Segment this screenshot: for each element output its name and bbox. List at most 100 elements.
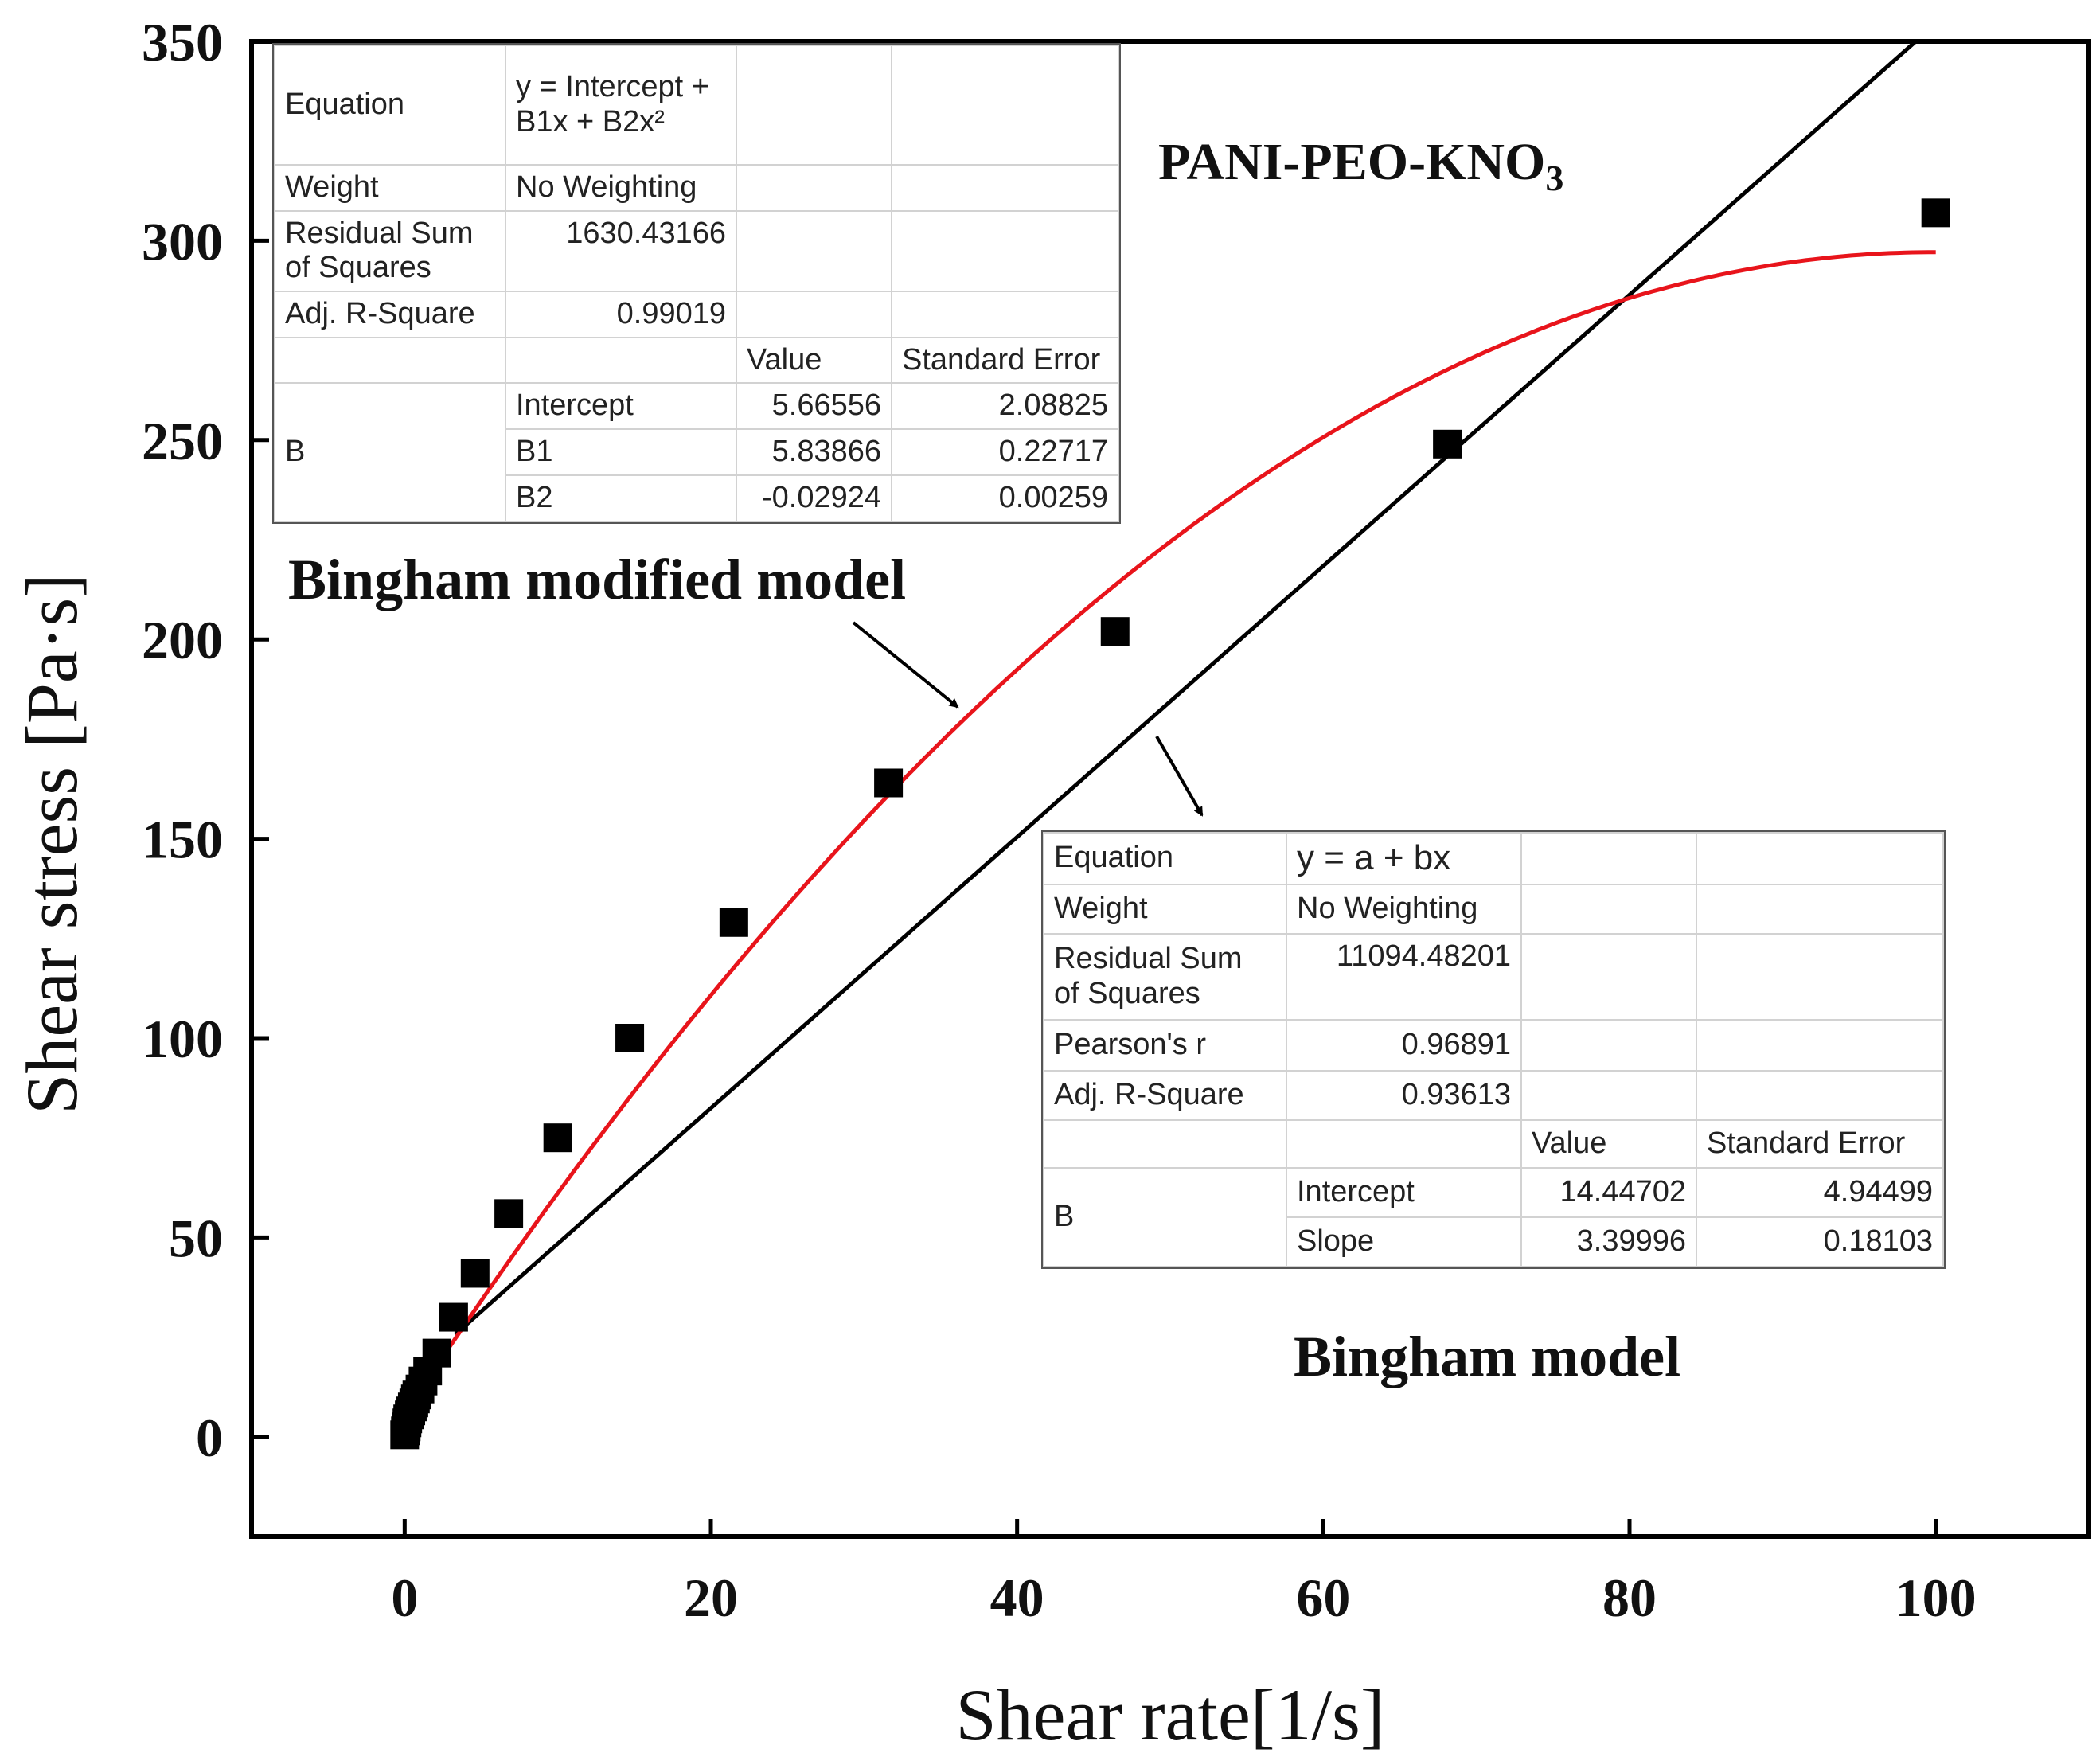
points-layer: [390, 198, 1950, 1450]
empty-cell: [736, 45, 892, 166]
rss-label-line1: Residual Sum: [1054, 941, 1243, 975]
bingham-model-label: Bingham model: [1294, 1325, 1680, 1388]
empty-cell: [891, 164, 1119, 212]
empty-cell: [736, 209, 892, 293]
table-row: B Intercept 5.66556 2.08825: [274, 382, 1119, 522]
adj-r-square-label-cell: Adj. R-Square: [274, 291, 506, 338]
weight-label-cell: Weight: [1043, 883, 1287, 935]
param-name-cell: Intercept: [1286, 1166, 1522, 1218]
adj-r-square-value-cell: 0.99019: [505, 291, 737, 338]
param-value-cell: 3.39996: [1520, 1216, 1697, 1267]
y-tick-label: 300: [142, 211, 223, 271]
param-name-cell: B2: [505, 474, 737, 522]
empty-cell: [736, 164, 892, 212]
rss-value-cell: 11094.48201: [1286, 932, 1522, 1021]
value-header-cell: Value: [1520, 1119, 1697, 1169]
x-tick-label: 100: [1895, 1568, 1977, 1628]
x-tick-label: 80: [1602, 1568, 1657, 1628]
y-tick-label: 0: [196, 1408, 223, 1468]
y-tick-label: 350: [142, 12, 223, 72]
param-group-cell: B: [1043, 1166, 1287, 1267]
adj-r-square-label-cell: Adj. R-Square: [1043, 1069, 1287, 1121]
x-axis-title: Shear rate[1/s]: [956, 1674, 1385, 1753]
y-tick-label: 150: [142, 810, 223, 870]
equation-label-cell: Equation: [1043, 832, 1287, 885]
param-se-cell: 4.94499: [1696, 1166, 1944, 1218]
compound-label-subscript: 3: [1545, 158, 1563, 198]
empty-cell: [1696, 1018, 1944, 1072]
table-row: Weight No Weighting: [1043, 883, 1944, 935]
x-tick-label: 0: [391, 1568, 418, 1628]
table-row: B2 -0.02924 0.00259: [275, 474, 1119, 522]
param-name-cell: Intercept: [505, 382, 737, 431]
rss-label-line2: of Squares: [285, 251, 431, 285]
data-point: [874, 768, 904, 798]
value-header-cell: Value: [736, 336, 892, 385]
data-point: [439, 1302, 468, 1332]
compound-label-main: PANI-PEO-KNO: [1158, 133, 1545, 191]
data-point: [1433, 429, 1462, 459]
table-row: Adj. R-Square 0.99019: [274, 291, 1119, 338]
weight-value-cell: No Weighting: [1286, 883, 1522, 935]
param-value-cell: -0.02924: [736, 474, 892, 522]
rss-value-cell: 1630.43166: [505, 209, 737, 293]
x-tick-label: 40: [990, 1568, 1044, 1628]
param-se-cell: 0.22717: [891, 428, 1119, 476]
rss-label-cell: Residual Sum of Squares: [274, 209, 506, 293]
table-row: Residual Sum of Squares 11094.48201: [1043, 932, 1944, 1021]
y-axis-title: Shear stress [Pa·s]: [11, 573, 92, 1115]
y-tick-label: 200: [142, 610, 223, 670]
lines-layer: [403, 40, 1936, 1415]
empty-cell: [1520, 883, 1697, 935]
table-row: Value Standard Error: [274, 336, 1119, 385]
y-tick-label: 250: [142, 411, 223, 471]
empty-cell: [1696, 1069, 1944, 1121]
table-row: Slope 3.39996 0.18103: [1044, 1216, 1944, 1267]
empty-cell: [891, 291, 1119, 338]
table-row: Value Standard Error: [1043, 1119, 1944, 1169]
rss-label-line1: Residual Sum: [285, 216, 474, 250]
empty-cell: [1043, 1119, 1287, 1169]
empty-cell: [505, 336, 737, 385]
ticks-layer: 0 20 40 60 80 100 0 50 100 150 200 250 300 350: [142, 12, 1977, 1628]
empty-cell: [1520, 1018, 1697, 1072]
empty-cell: [1696, 932, 1944, 1021]
modified-model-arrow: [852, 621, 959, 709]
empty-cell: [1286, 1119, 1522, 1169]
rss-label-line2: of Squares: [1054, 976, 1200, 1010]
data-point: [543, 1123, 572, 1153]
data-point: [1100, 617, 1130, 646]
empty-cell: [891, 45, 1119, 166]
param-se-cell: 0.00259: [891, 474, 1119, 522]
equation-line1: y = Intercept +: [516, 70, 709, 104]
equation-value-cell: y = a + bx: [1286, 832, 1522, 885]
empty-cell: [1520, 1069, 1697, 1121]
empty-cell: [1696, 883, 1944, 935]
data-point: [422, 1338, 451, 1368]
adj-r-square-value-cell: 0.93613: [1286, 1069, 1522, 1121]
table-row: B1 5.83866 0.22717: [275, 428, 1119, 476]
y-tick-label: 50: [169, 1208, 223, 1268]
empty-cell: [891, 209, 1119, 293]
modified-model-label: Bingham modified model: [288, 548, 906, 611]
bingham-modified-model-curve: [403, 250, 1936, 1415]
standard-error-header-cell: Standard Error: [1696, 1119, 1944, 1169]
plot-frame: [249, 39, 2091, 1539]
empty-cell: [736, 291, 892, 338]
table-row: Adj. R-Square 0.93613: [1043, 1069, 1944, 1121]
bingham-fit-table: Equation y = a + bx Weight No Weighting …: [1041, 830, 1946, 1269]
table-row: Equation y = Intercept + B1x + B2x²: [274, 45, 1119, 166]
standard-error-header-cell: Standard Error: [891, 336, 1119, 385]
empty-cell: [1520, 832, 1697, 885]
table-row: Weight No Weighting: [274, 164, 1119, 212]
pearson-value-cell: 0.96891: [1286, 1018, 1522, 1072]
data-point: [1921, 198, 1950, 228]
param-name-cell: Slope: [1286, 1216, 1522, 1267]
bingham-model-arrow: [1155, 736, 1204, 817]
param-value-cell: 5.66556: [736, 382, 892, 431]
param-value-cell: 14.44702: [1520, 1166, 1697, 1218]
data-point: [460, 1259, 490, 1288]
compound-label: PANI-PEO-KNO3: [1158, 133, 1563, 198]
empty-cell: [1520, 932, 1697, 1021]
